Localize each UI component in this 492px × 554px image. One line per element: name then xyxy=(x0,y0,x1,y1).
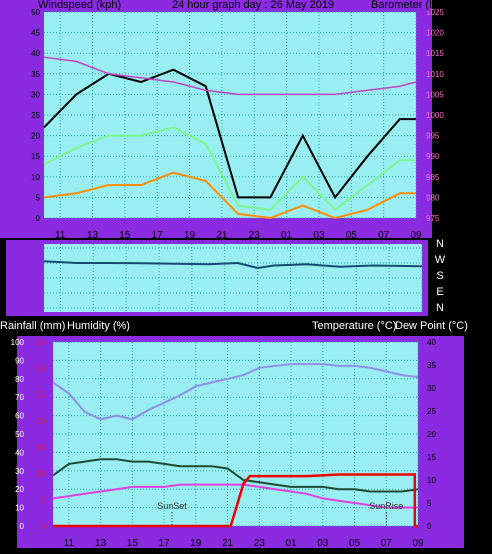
humidity-axis-title: Humidity (%) xyxy=(67,320,130,332)
climate-x-tick-label: 13 xyxy=(95,538,107,549)
climate-x-tick-label: 11 xyxy=(64,538,75,549)
temperature-y-tick-label: 20 xyxy=(427,430,436,439)
temperature-y-tick-label: 35 xyxy=(427,361,436,370)
barometer-y-tick-label: 990 xyxy=(426,152,440,161)
rainfall-y-tick-label: 15 xyxy=(36,443,45,452)
direction-label: N xyxy=(436,238,444,250)
rainfall-y-tick-label: 0 xyxy=(41,522,46,531)
climate-x-tick-label: 09 xyxy=(412,538,424,549)
dewpoint-axis-title: Dew Point (°C) xyxy=(395,320,468,332)
wind-y-tick-label: 20 xyxy=(31,132,40,141)
wind-x-tick-label: 11 xyxy=(55,230,66,241)
climate-x-tick-label: 01 xyxy=(285,538,297,549)
rainfall-y-tick-label: 10 xyxy=(36,469,45,478)
direction-label: E xyxy=(436,286,443,298)
humidity-line xyxy=(52,363,419,421)
wind-x-tick-label: 07 xyxy=(378,230,390,241)
wind-x-tick-label: 13 xyxy=(87,230,99,241)
rainfall-y-tick-label: 5 xyxy=(41,496,46,505)
wind-y-tick-label: 10 xyxy=(31,173,40,182)
wind-y-tick-label: 50 xyxy=(31,8,40,17)
barometer-y-tick-label: 980 xyxy=(426,193,440,202)
direction-label: N xyxy=(436,302,444,314)
barometer-y-tick-label: 1010 xyxy=(426,70,444,79)
barometer-y-tick-label: 1015 xyxy=(426,49,444,58)
temperature-y-tick-label: 10 xyxy=(427,476,436,485)
dew-point-line xyxy=(52,483,418,509)
sunrise-label: SunRise xyxy=(369,501,403,511)
temperature-y-tick-label: 5 xyxy=(427,499,432,508)
barometer-y-tick-label: 1020 xyxy=(426,29,444,38)
wind-y-tick-label: 45 xyxy=(31,29,40,38)
rainfall-y-tick-label: 20 xyxy=(36,417,45,426)
temperature-y-tick-label: 40 xyxy=(427,338,436,347)
wind-x-tick-label: 17 xyxy=(152,230,164,241)
wind-x-tick-label: 15 xyxy=(119,230,131,241)
wind-direction-line xyxy=(43,260,423,270)
temperature-line xyxy=(52,458,419,493)
climate-x-tick-label: 21 xyxy=(222,538,234,549)
wind-y-tick-label: 25 xyxy=(31,111,40,120)
climate-x-tick-label: 19 xyxy=(190,538,202,549)
rainfall-y-tick-label: 35 xyxy=(36,338,45,347)
windspeed-axis-title: Windspeed (kph) xyxy=(38,0,122,11)
temperature-y-tick-label: 0 xyxy=(427,522,432,531)
barometer-line xyxy=(43,56,417,96)
humidity-y-tick-label: 70 xyxy=(15,393,24,402)
climate-x-tick-label: 17 xyxy=(159,538,171,549)
wind-x-tick-label: 21 xyxy=(216,230,228,241)
wind-y-tick-label: 5 xyxy=(36,193,41,202)
humidity-y-tick-label: 10 xyxy=(15,504,24,513)
humidity-y-tick-label: 20 xyxy=(15,485,24,494)
barometer-y-tick-label: 1025 xyxy=(426,8,444,17)
barometer-y-tick-label: 1005 xyxy=(426,90,444,99)
climate-x-tick-label: 15 xyxy=(127,538,139,549)
wind-y-tick-label: 15 xyxy=(31,152,40,161)
direction-label: S xyxy=(436,270,443,282)
barometer-y-tick-label: 1000 xyxy=(426,111,444,120)
climate-x-tick-label: 07 xyxy=(381,538,393,549)
chart-title: 24 hour graph day : 26 May 2019 xyxy=(172,0,335,11)
humidity-y-tick-label: 0 xyxy=(20,522,25,531)
wind-y-tick-label: 40 xyxy=(31,49,40,58)
wind-x-tick-label: 01 xyxy=(281,230,293,241)
barometer-axis-title: Barometer (hpa) xyxy=(371,0,452,11)
wind-average-line xyxy=(43,126,416,212)
humidity-y-tick-label: 80 xyxy=(15,375,24,384)
sunset-label: SunSet xyxy=(157,501,187,511)
temperature-y-tick-label: 25 xyxy=(427,407,436,416)
rainfall-axis-title: Rainfall (mm) xyxy=(0,320,66,332)
barometer-y-tick-label: 995 xyxy=(426,132,440,141)
humidity-y-tick-label: 40 xyxy=(15,448,24,457)
rainfall-y-tick-label: 30 xyxy=(36,364,45,373)
temperature-y-tick-label: 15 xyxy=(427,453,436,462)
wind-x-tick-label: 03 xyxy=(313,230,325,241)
wind-x-tick-label: 09 xyxy=(410,230,422,241)
humidity-y-tick-label: 90 xyxy=(15,356,24,365)
climate-x-tick-label: 23 xyxy=(254,538,266,549)
climate-x-tick-label: 03 xyxy=(317,538,329,549)
climate-x-tick-label: 05 xyxy=(349,538,361,549)
wind-speed-line xyxy=(43,171,416,220)
direction-label: W xyxy=(435,254,446,266)
wind-y-tick-label: 35 xyxy=(31,70,40,79)
rainfall-y-tick-label: 25 xyxy=(36,391,45,400)
wind-x-tick-label: 05 xyxy=(346,230,358,241)
humidity-y-tick-label: 30 xyxy=(15,467,24,476)
humidity-y-tick-label: 50 xyxy=(15,430,24,439)
barometer-y-tick-label: 985 xyxy=(426,173,440,182)
humidity-y-tick-label: 60 xyxy=(15,412,24,421)
barometer-y-tick-label: 975 xyxy=(426,214,440,223)
wind-x-tick-label: 19 xyxy=(184,230,196,241)
temperature-axis-title: Temperature (°C) xyxy=(312,320,397,332)
wind-y-tick-label: 30 xyxy=(31,90,40,99)
humidity-y-tick-label: 100 xyxy=(11,338,25,347)
wind-y-tick-label: 0 xyxy=(36,214,41,223)
wind-x-tick-label: 23 xyxy=(249,230,261,241)
rainfall-line xyxy=(53,473,418,528)
temperature-y-tick-label: 30 xyxy=(427,384,436,393)
